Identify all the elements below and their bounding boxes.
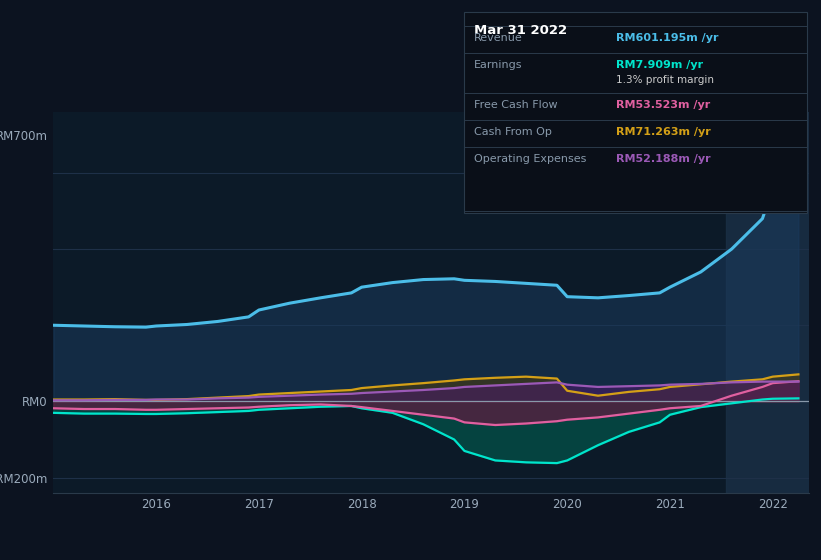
Text: Free Cash Flow: Free Cash Flow <box>474 100 557 110</box>
Text: RM71.263m /yr: RM71.263m /yr <box>616 127 710 137</box>
Text: RM52.188m /yr: RM52.188m /yr <box>616 154 710 164</box>
Text: RM7.909m /yr: RM7.909m /yr <box>616 60 703 70</box>
Text: Operating Expenses: Operating Expenses <box>474 154 586 164</box>
Bar <box>727 112 809 493</box>
Text: Revenue: Revenue <box>474 33 522 43</box>
Text: RM601.195m /yr: RM601.195m /yr <box>616 33 718 43</box>
Text: RM53.523m /yr: RM53.523m /yr <box>616 100 710 110</box>
Text: Mar 31 2022: Mar 31 2022 <box>474 24 566 36</box>
Text: Cash From Op: Cash From Op <box>474 127 552 137</box>
Text: Earnings: Earnings <box>474 60 522 70</box>
Text: 1.3% profit margin: 1.3% profit margin <box>616 75 713 85</box>
